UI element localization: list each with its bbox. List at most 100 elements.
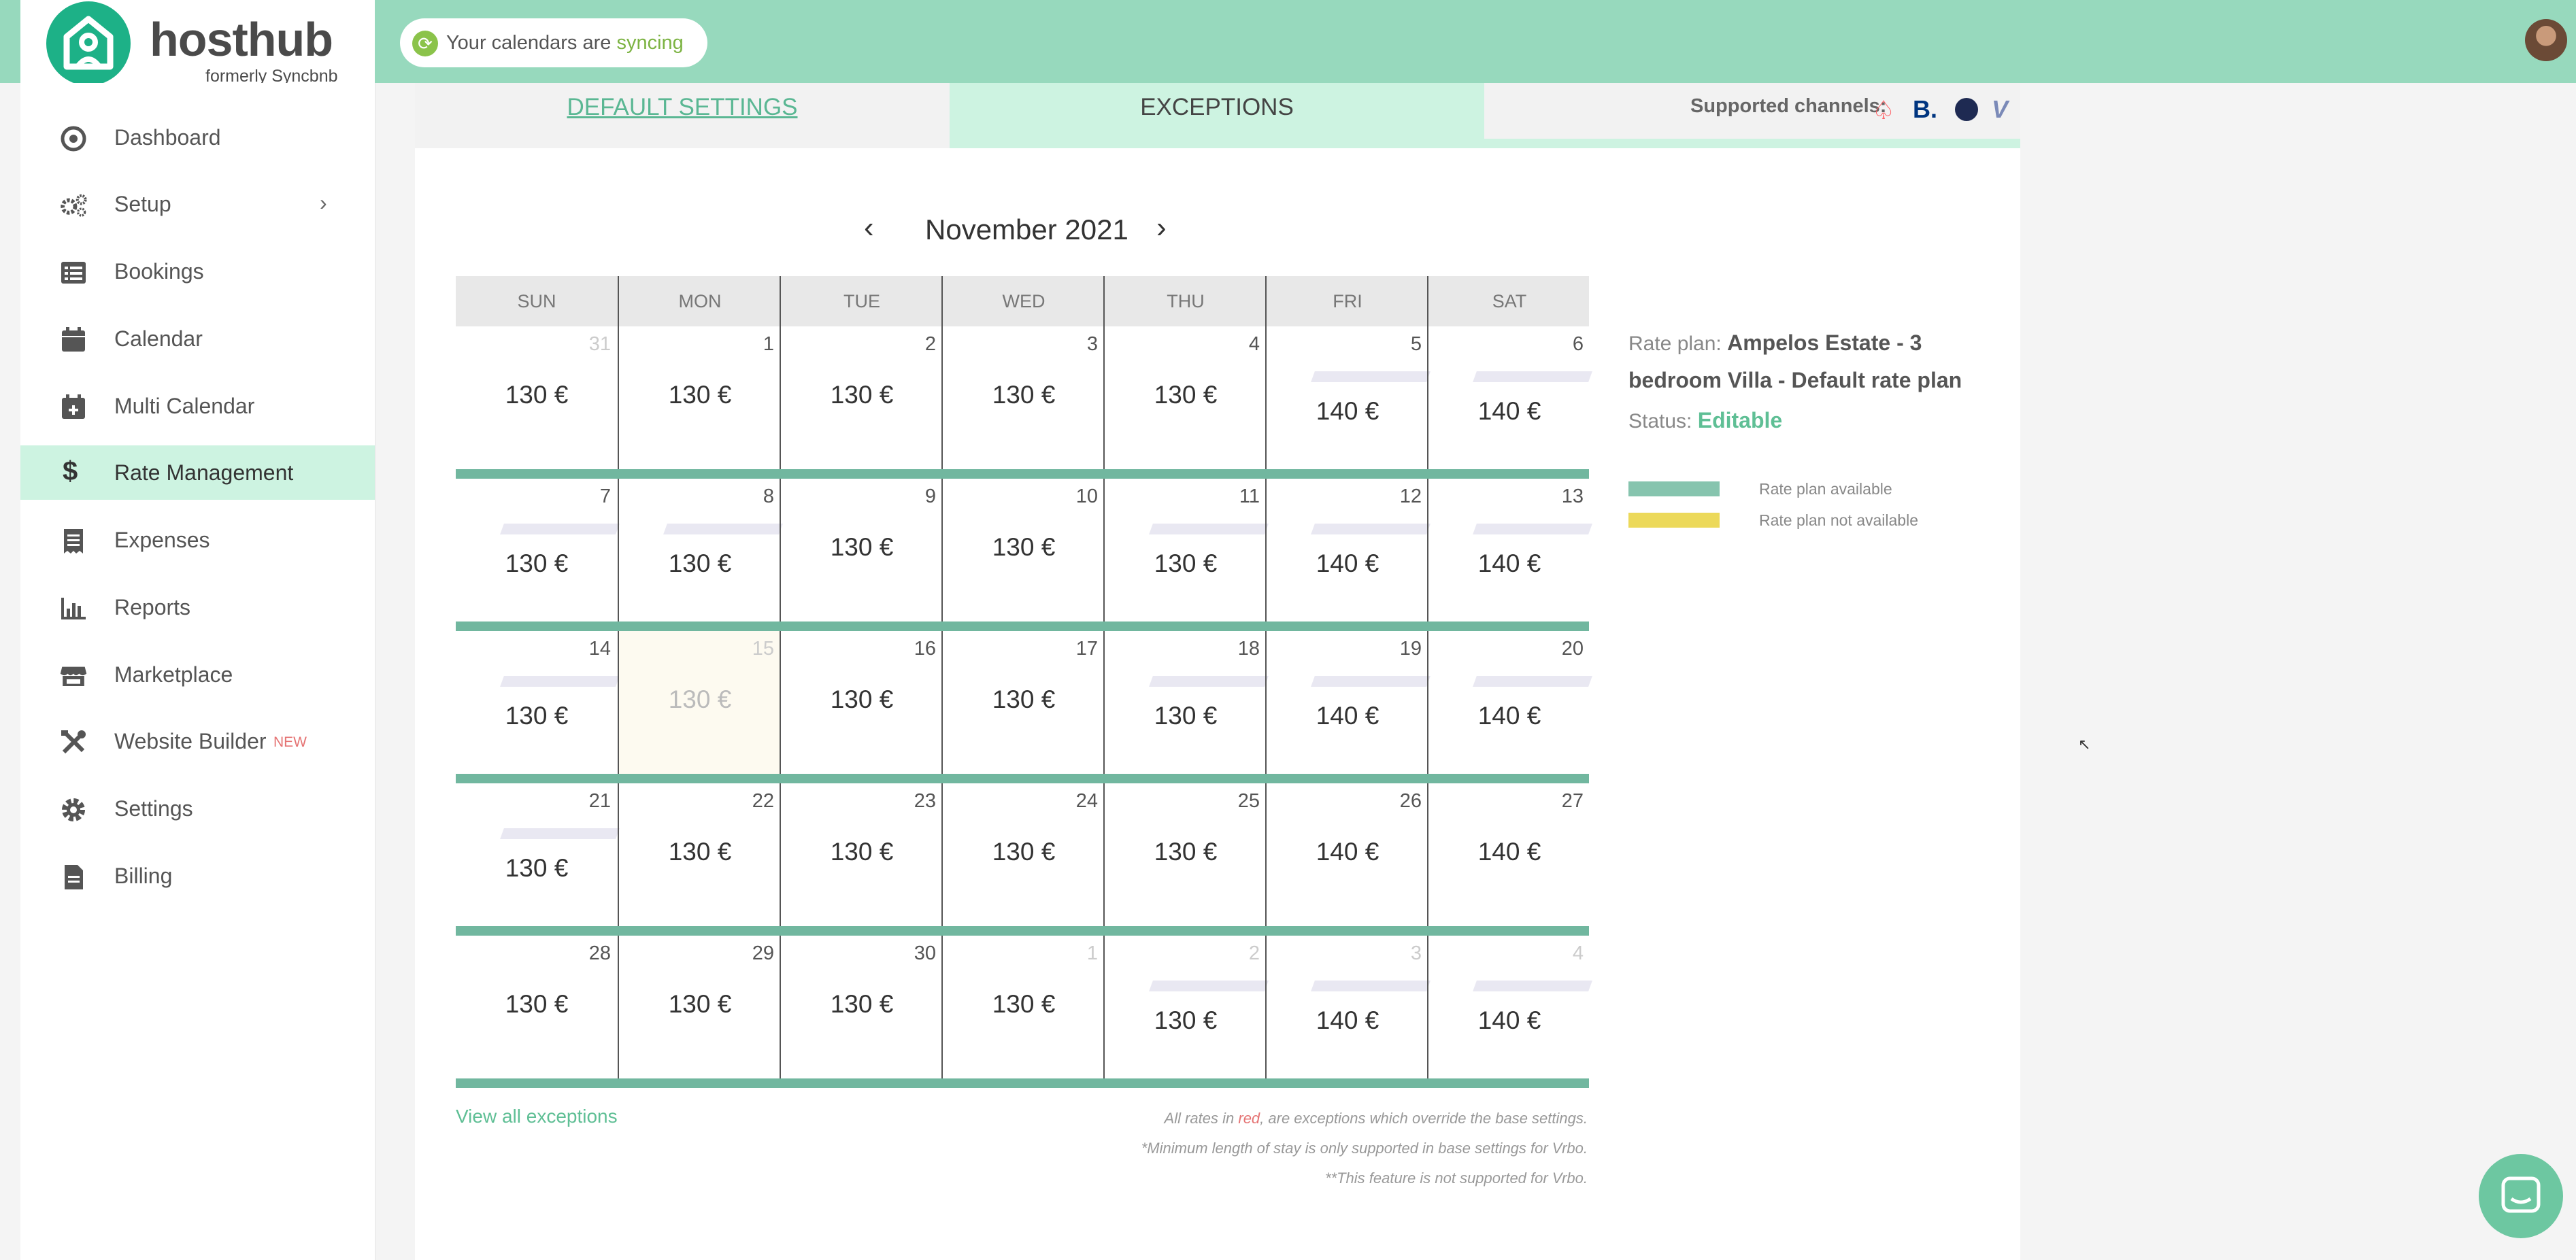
tab-default-settings[interactable]: DEFAULT SETTINGS bbox=[415, 83, 950, 148]
rate-plan-name: Ampelos Estate - 3 bedroom Villa - Defau… bbox=[1628, 330, 1962, 392]
calendar-day-cell[interactable]: 13 140 € bbox=[1427, 479, 1592, 622]
sidebar-item-expenses[interactable]: Expenses bbox=[20, 513, 375, 567]
calendar-day-cell[interactable]: 16 130 € bbox=[780, 631, 943, 774]
calendar-day-cell[interactable]: 21 130 € bbox=[456, 783, 620, 926]
sidebar-item-calendar[interactable]: Calendar bbox=[20, 311, 375, 366]
status-badge: Editable bbox=[1697, 408, 1783, 432]
day-price: 140 € bbox=[1477, 1006, 1541, 1034]
calendar-day-cell[interactable]: 3 140 € bbox=[1265, 936, 1431, 1078]
calendar-day-cell[interactable]: 11 130 € bbox=[1103, 479, 1269, 622]
calendar-day-cell[interactable]: 24 130 € bbox=[941, 783, 1105, 926]
day-number: 11 bbox=[1239, 486, 1260, 507]
sidebar-item-website-builder[interactable]: Website Builder NEW bbox=[20, 714, 375, 768]
min-stay-bar bbox=[1473, 371, 1592, 382]
chevron-left-icon[interactable]: ‹ bbox=[864, 211, 874, 244]
rate-plan-label: Rate plan: bbox=[1628, 333, 1728, 355]
calendar-day-cell[interactable]: 29 130 € bbox=[618, 936, 781, 1078]
calendar-day-cell[interactable]: 5 140 € bbox=[1265, 326, 1431, 469]
calendar-day-cell[interactable]: 27 140 € bbox=[1427, 783, 1590, 926]
calendar-day-cell[interactable]: 1 130 € bbox=[618, 326, 781, 469]
day-number: 3 bbox=[1410, 942, 1422, 964]
day-number: 20 bbox=[1561, 638, 1584, 660]
chat-button[interactable] bbox=[2479, 1154, 2563, 1238]
legend-swatch bbox=[1628, 513, 1720, 528]
note-text: All rates in bbox=[1164, 1110, 1239, 1127]
day-number: 22 bbox=[752, 790, 774, 812]
calendar-day-cell[interactable]: 15 130 € bbox=[618, 631, 781, 774]
sidebar-item-setup[interactable]: Setup › bbox=[20, 177, 375, 231]
calendar-day-cell[interactable]: 20 140 € bbox=[1427, 631, 1592, 774]
calendar-day-cell[interactable]: 10 130 € bbox=[941, 479, 1105, 622]
dow-thu: THU bbox=[1103, 276, 1267, 326]
rate-available-bar bbox=[456, 1078, 1589, 1088]
calendar-day-cell[interactable]: 19 140 € bbox=[1265, 631, 1431, 774]
note-text: , are exceptions which override the base… bbox=[1260, 1110, 1588, 1127]
calendar-day-cell[interactable]: 2 130 € bbox=[780, 326, 943, 469]
day-price: 130 € bbox=[505, 702, 569, 730]
min-stay-bar bbox=[1473, 524, 1592, 534]
calendar-day-cell[interactable]: 22 130 € bbox=[618, 783, 781, 926]
dow-mon: MON bbox=[618, 276, 781, 326]
calendar-day-cell[interactable]: 6 140 € bbox=[1427, 326, 1592, 469]
day-number: 28 bbox=[588, 942, 611, 964]
sync-status[interactable]: ⟳ Your calendars are syncing bbox=[400, 18, 707, 67]
expedia-icon bbox=[1955, 98, 1978, 121]
calendar-day-cell[interactable]: 9 130 € bbox=[780, 479, 943, 622]
calendar-day-cell[interactable]: 4 140 € bbox=[1427, 936, 1592, 1078]
day-price: 130 € bbox=[1154, 1006, 1218, 1034]
rate-available-bar bbox=[456, 774, 1589, 783]
calendar-week: 7 130 €8 130 €9 130 €10 130 € 11 130 € 12 140 €1… bbox=[456, 479, 1592, 631]
sidebar: Dashboard Setup › Bookings Calendar Mult… bbox=[20, 83, 375, 1260]
dollar-icon: $ bbox=[63, 456, 78, 486]
gear-icon bbox=[62, 798, 85, 821]
sync-state: syncing bbox=[616, 32, 684, 54]
sidebar-item-marketplace[interactable]: Marketplace bbox=[20, 647, 375, 702]
logo[interactable]: hosthub formerly Syncbnb bbox=[20, 0, 375, 86]
calendar-day-cell[interactable]: 12 140 € bbox=[1265, 479, 1431, 622]
sync-prefix: Your calendars are bbox=[446, 32, 617, 54]
chevron-right-icon[interactable]: › bbox=[1156, 211, 1167, 244]
calendar-day-cell[interactable]: 8 130 € bbox=[618, 479, 783, 622]
sidebar-item-label: Setup bbox=[114, 192, 171, 216]
receipt-icon bbox=[64, 529, 83, 554]
calendar-day-cell[interactable]: 30 130 € bbox=[780, 936, 943, 1078]
sidebar-item-bookings[interactable]: Bookings bbox=[20, 244, 375, 299]
calendar-day-cell[interactable]: 23 130 € bbox=[780, 783, 943, 926]
day-price: 130 € bbox=[830, 990, 894, 1018]
day-price: 130 € bbox=[505, 381, 569, 409]
day-number: 8 bbox=[763, 486, 774, 507]
tools-icon bbox=[61, 730, 86, 754]
tab-exceptions[interactable]: EXCEPTIONS bbox=[950, 83, 1484, 148]
day-price: 130 € bbox=[1154, 549, 1218, 577]
calendar-day-cell[interactable]: 26 140 € bbox=[1265, 783, 1428, 926]
calendar-day-cell[interactable]: 7 130 € bbox=[456, 479, 620, 622]
sidebar-item-settings[interactable]: Settings bbox=[20, 781, 375, 836]
calendar-day-cell[interactable]: 31 130 € bbox=[456, 326, 618, 469]
calendar-day-cell[interactable]: 14 130 € bbox=[456, 631, 620, 774]
day-number: 27 bbox=[1561, 790, 1584, 812]
view-all-exceptions-link[interactable]: View all exceptions bbox=[456, 1106, 618, 1127]
sidebar-item-rate-management[interactable]: $ Rate Management bbox=[20, 445, 375, 500]
dow-sat: SAT bbox=[1427, 276, 1590, 326]
sidebar-item-reports[interactable]: Reports bbox=[20, 580, 375, 634]
sidebar-item-multi-calendar[interactable]: Multi Calendar bbox=[20, 379, 375, 433]
sidebar-item-dashboard[interactable]: Dashboard bbox=[20, 110, 375, 165]
avatar[interactable] bbox=[2525, 19, 2567, 61]
dow-fri: FRI bbox=[1265, 276, 1428, 326]
dow-wed: WED bbox=[941, 276, 1105, 326]
calendar-day-cell[interactable]: 18 130 € bbox=[1103, 631, 1269, 774]
legend-label: Rate plan available bbox=[1759, 480, 1892, 498]
sidebar-item-label: Billing bbox=[114, 864, 173, 888]
calendar-day-cell[interactable]: 28 130 € bbox=[456, 936, 618, 1078]
house-icon bbox=[46, 1, 131, 86]
calendar-day-cell[interactable]: 2 130 € bbox=[1103, 936, 1269, 1078]
day-number: 5 bbox=[1410, 333, 1422, 355]
calendar-day-cell[interactable]: 1 130 € bbox=[941, 936, 1105, 1078]
channels-label: Supported channels: bbox=[1690, 95, 1887, 117]
calendar-day-cell[interactable]: 17 130 € bbox=[941, 631, 1105, 774]
calendar-day-cell[interactable]: 25 130 € bbox=[1103, 783, 1267, 926]
calendar-day-cell[interactable]: 3 130 € bbox=[941, 326, 1105, 469]
sidebar-item-billing[interactable]: Billing bbox=[20, 849, 375, 903]
calendar-day-cell[interactable]: 4 130 € bbox=[1103, 326, 1267, 469]
day-number: 6 bbox=[1572, 333, 1584, 355]
